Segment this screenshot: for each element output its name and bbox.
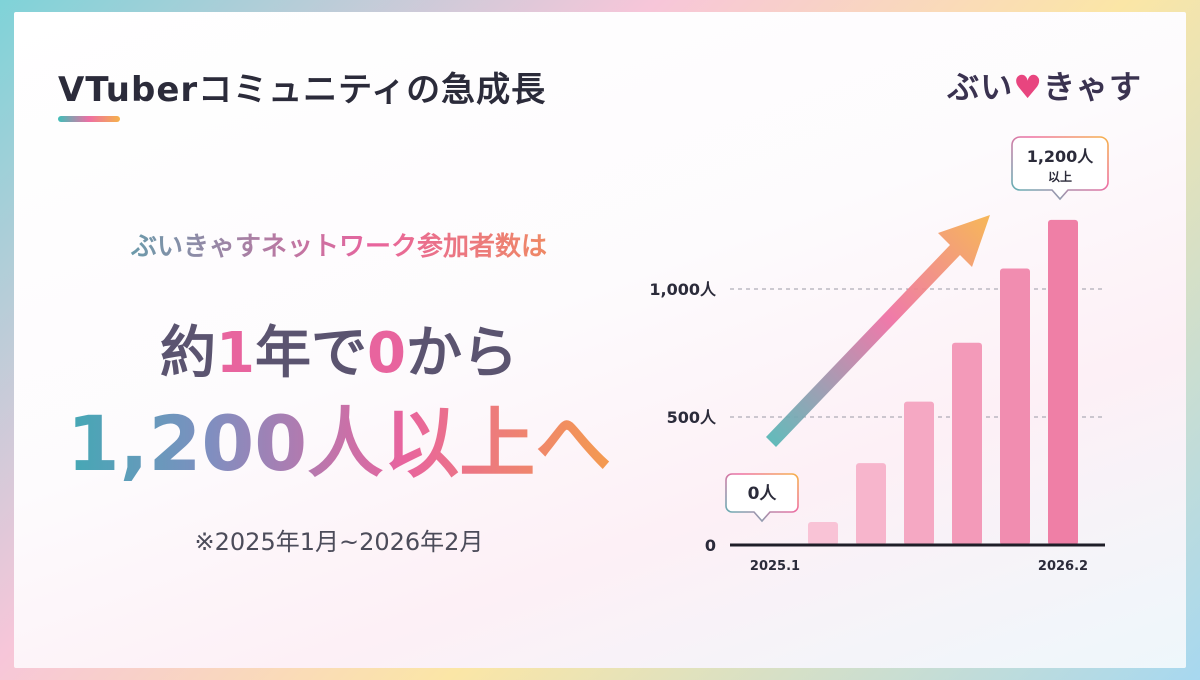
logo-text-1: ぶい [947,68,1014,106]
title-underline [58,116,120,122]
end-callout: 1,200人以上 [1011,136,1109,201]
headline-part: 年で [255,321,367,386]
callout-box [1011,136,1109,201]
x-tick-label: 2025.1 [750,559,800,574]
bar [808,521,838,545]
start-callout-label: 0人 [748,484,778,504]
logo-text-2: きゃす [1042,68,1142,106]
bar [952,342,982,545]
brand-logo: ぶい♥きゃす [947,62,1142,108]
headline-part: 0 [367,321,406,386]
slide-card: VTuberコミュニティの急成長 ぶい♥きゃす ぶいきゃすネットワーク参加者数は… [14,12,1186,668]
y-tick-label: 1,000人 [649,280,717,299]
bar [1048,219,1078,545]
start-callout: 0人 [725,473,799,523]
y-tick-label: 500人 [667,408,717,427]
x-tick-label: 2026.2 [1038,559,1088,574]
page-title: VTuberコミュニティの急成長 [58,70,547,110]
headline-part: から [405,321,518,386]
y-tick-label: 0 [705,536,716,555]
bar [904,401,934,545]
heart-icon: ♥ [1013,68,1043,106]
bar [856,463,886,545]
headline-part: 約 [160,321,217,386]
period-note: ※2025年1月~2026年2月 [194,528,484,556]
callout-box [725,473,799,523]
bar [1000,268,1030,545]
growth-bar-chart: 0 500人 1,000人 2025.1 2026.2 0人 1,200人以上 [649,136,1109,574]
headline-part: 1 [216,321,255,386]
headline-line-2: 1,200人以上へ [14,382,664,492]
end-callout-sublabel: 以上 [1048,169,1072,184]
headline-line-1: 約1年で0から [14,308,664,389]
end-callout-label: 1,200人 [1027,147,1095,166]
trend-arrow [766,215,990,447]
lead-text: ぶいきゃすネットワーク参加者数は [14,226,664,263]
